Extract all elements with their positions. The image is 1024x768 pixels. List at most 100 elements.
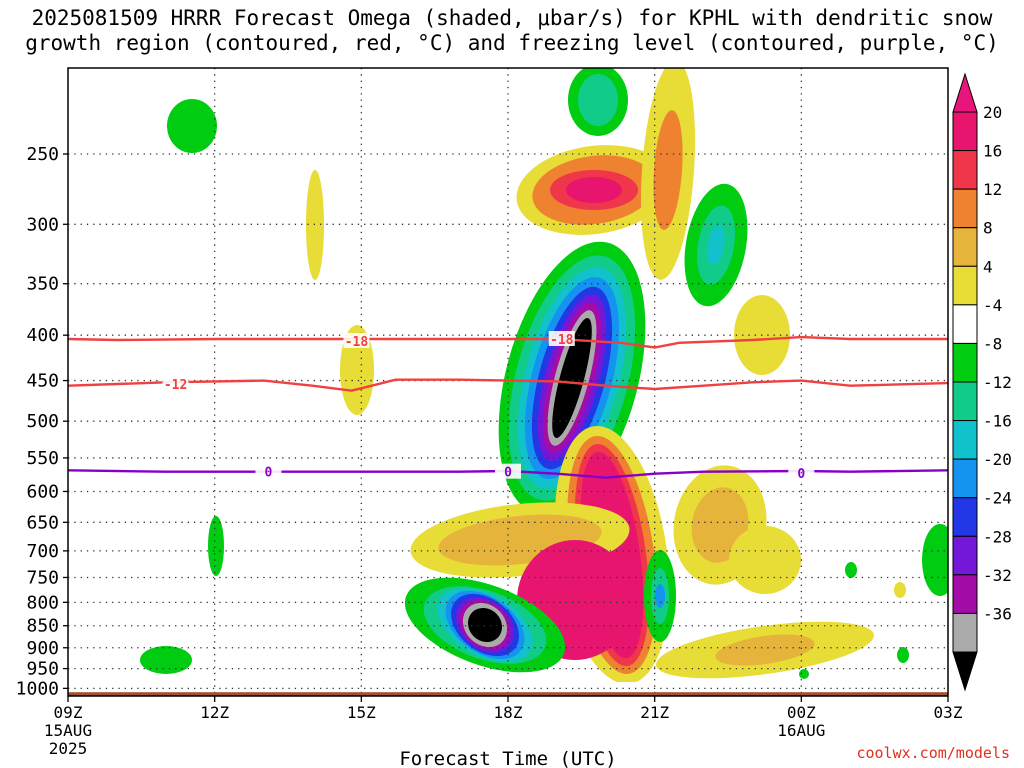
colorbar-label-6: -8 — [983, 334, 1002, 353]
ytick-label-400: 400 — [26, 325, 59, 346]
ytick-label-1000: 1000 — [16, 678, 59, 699]
xtick-label-09Z: 09Z — [54, 703, 83, 722]
blob-core-ascent-level-8 — [552, 318, 592, 438]
colorbar-swatch-9 — [952, 458, 978, 499]
contour-label-2-0: 0 — [265, 466, 273, 481]
blob-low-right-yellow-level-1 — [715, 634, 815, 666]
blob-small-green-cell-level-2 — [655, 584, 665, 608]
colorbar-swatch-4 — [952, 265, 978, 306]
contour-label-bg-2-1 — [495, 463, 521, 479]
contour-label-1-0: -12 — [164, 378, 187, 393]
contour-label-0-1: -18 — [550, 333, 574, 348]
blob-thin-yellow-level-0 — [306, 170, 324, 280]
xtick-sublabel-09Z-0: 15AUG — [44, 721, 92, 740]
colorbar-swatch-1 — [952, 150, 978, 190]
colorbar-label-8: -16 — [983, 412, 1012, 431]
xtick-label-00Z: 00Z — [787, 703, 816, 722]
blob-upper-right-green — [684, 183, 748, 307]
blob-right-low-yellow-level-0 — [729, 526, 801, 594]
ytick-label-850: 850 — [26, 616, 59, 637]
credit-text: coolwx.com/models — [856, 744, 1010, 762]
colorbar-swatch-2 — [952, 188, 978, 229]
blob-dot-yellow-level-0 — [894, 582, 906, 598]
blob-dot-green-3-level-0 — [799, 669, 809, 679]
colorbar-label-10: -24 — [983, 489, 1012, 508]
ytick-label-650: 650 — [26, 512, 59, 533]
temperature-contours: -18 -18 -12 0 0 0 — [68, 331, 948, 482]
blob-dot-yellow — [894, 582, 906, 598]
blob-top-left-green-level-0 — [167, 99, 217, 153]
ytick-label-550: 550 — [26, 448, 59, 469]
blob-small-green-cell — [644, 550, 676, 642]
colorbar-swatch-6 — [952, 342, 978, 383]
blob-upper-green-level-1 — [578, 74, 618, 126]
xtick-label-12Z: 12Z — [200, 703, 229, 722]
contour-label-2-1: 0 — [504, 466, 512, 481]
blob-dot-green-2-level-0 — [897, 647, 909, 663]
contour-label-bg-1-0 — [162, 375, 189, 391]
ytick-label-700: 700 — [26, 541, 59, 562]
contour-label-bg-2-0 — [255, 463, 282, 479]
colorbar-swatch-10 — [952, 497, 978, 537]
blob-low-right-yellow — [656, 621, 874, 679]
title-line-1: 2025081509 HRRR Forecast Omega (shaded, … — [31, 6, 993, 30]
ytick-label-500: 500 — [26, 411, 59, 432]
blob-low-left-green — [140, 646, 192, 674]
ytick-label-250: 250 — [26, 144, 59, 165]
colorbar-label-0: 20 — [983, 103, 1002, 122]
colorbar-label-3: 8 — [983, 219, 993, 238]
blob-low-ascent-level-8 — [467, 607, 503, 643]
chart-title: 2025081509 HRRR Forecast Omega (shaded, … — [0, 6, 1024, 56]
colorbar-label-1: 16 — [983, 142, 1002, 161]
colorbar-bottom-triangle — [952, 651, 978, 692]
xtick-label-03Z: 03Z — [934, 703, 963, 722]
colorbar-swatch-12 — [952, 574, 978, 614]
ytick-label-750: 750 — [26, 567, 59, 588]
ground-strip — [68, 692, 948, 696]
blob-upper-warm — [516, 145, 672, 235]
ytick-label-350: 350 — [26, 274, 59, 295]
ytick-label-300: 300 — [26, 214, 59, 235]
grid — [68, 68, 948, 696]
ytick-label-950: 950 — [26, 659, 59, 680]
title-line-2: growth region (contoured, red, °C) and f… — [25, 31, 999, 55]
blob-dot-green-1-level-0 — [845, 562, 857, 578]
blob-upper-right-green-level-2 — [707, 225, 725, 265]
blob-right-low-yellow — [729, 526, 801, 594]
colorbar-top-triangle — [952, 72, 978, 113]
colorbar-swatch-7 — [952, 381, 978, 422]
contour-label-0-0: -18 — [345, 335, 369, 350]
contour-line-0 — [68, 335, 948, 349]
blob-thin-green — [208, 516, 224, 576]
blob-upper-yellow-column-level-1 — [653, 110, 683, 230]
colorbar-label-11: -28 — [983, 527, 1012, 546]
xtick-sublabel-00Z-0: 16AUG — [777, 721, 825, 740]
colorbar-label-4: 4 — [983, 257, 993, 276]
blob-right-edge-green — [922, 524, 948, 596]
xtick-label-18Z: 18Z — [494, 703, 523, 722]
colorbar-swatch-5 — [952, 304, 978, 344]
blob-upper-warm-level-3 — [566, 177, 622, 203]
ytick-label-450: 450 — [26, 371, 59, 392]
ytick-label-900: 900 — [26, 638, 59, 659]
blob-low-left-green-level-0 — [140, 646, 192, 674]
xtick-sublabel-09Z-1: 2025 — [49, 739, 88, 758]
colorbar-swatch-13 — [952, 612, 978, 653]
colorbar: 20 16 12 8 4 -4 -8 -12 -16 -20 -24 -28 -32 -36 — [952, 72, 1012, 692]
colorbar-label-2: 12 — [983, 180, 1002, 199]
colorbar-swatch-8 — [952, 420, 978, 460]
colorbar-label-5: -4 — [983, 296, 1002, 315]
colorbar-label-7: -12 — [983, 373, 1012, 392]
contour-line-1 — [68, 378, 948, 392]
blob-dot-green-1 — [845, 562, 857, 578]
blob-low-ascent — [404, 577, 566, 673]
omega-shading — [140, 68, 948, 682]
contour-label-bg-0-0 — [343, 332, 370, 348]
blob-thin-yellow — [306, 170, 324, 280]
blob-thin-green-level-0 — [208, 516, 224, 576]
contour-label-bg-2-2 — [788, 465, 815, 481]
blob-dot-green-2 — [897, 647, 909, 663]
ytick-label-800: 800 — [26, 592, 59, 613]
blob-dot-green-3 — [799, 669, 809, 679]
